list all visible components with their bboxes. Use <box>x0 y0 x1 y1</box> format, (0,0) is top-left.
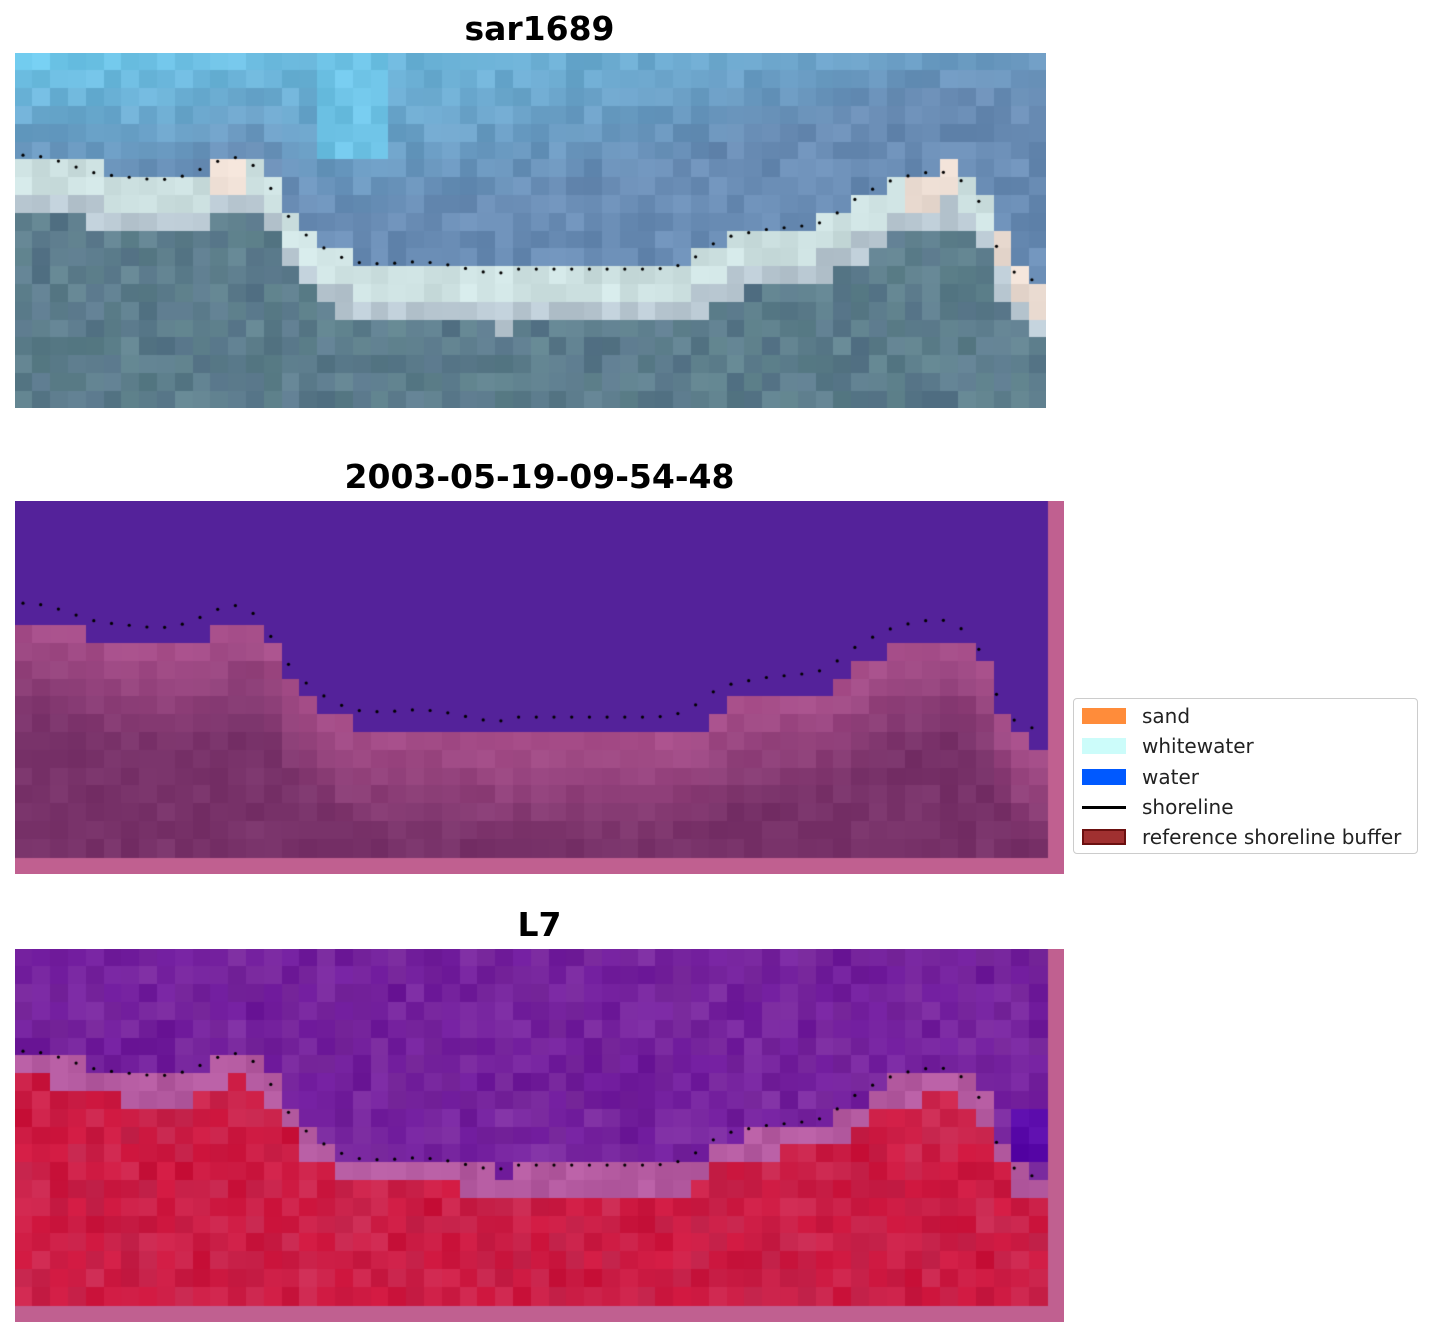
legend-swatch-whitewater <box>1082 738 1126 754</box>
panel-title-3: L7 <box>517 905 562 944</box>
classified-image <box>15 501 1064 874</box>
panel-title-2: 2003-05-19-09-54-48 <box>344 457 735 496</box>
legend-label-sand: sand <box>1142 704 1191 728</box>
legend-label-whitewater: whitewater <box>1142 734 1254 758</box>
legend: sand whitewater water shoreline referenc… <box>1073 698 1418 854</box>
satellite-image-rgb <box>15 53 1046 408</box>
index-image <box>15 949 1064 1322</box>
legend-line-shoreline <box>1082 806 1126 809</box>
panel-title-1: sar1689 <box>464 9 615 48</box>
legend-swatch-water <box>1082 769 1126 785</box>
legend-label-reference-buffer: reference shoreline buffer <box>1142 825 1402 849</box>
legend-swatch-reference-buffer <box>1082 829 1126 845</box>
legend-label-water: water <box>1142 765 1199 789</box>
legend-swatch-sand <box>1082 708 1126 724</box>
legend-label-shoreline: shoreline <box>1142 795 1234 819</box>
